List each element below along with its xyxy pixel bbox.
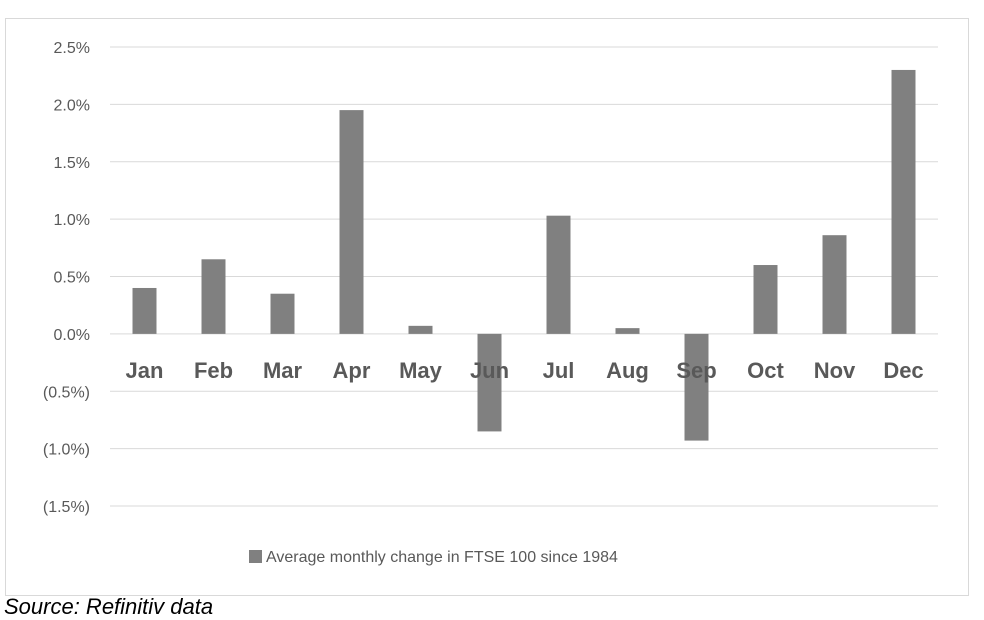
bar-jan: [132, 287, 157, 334]
bar-may: [408, 325, 433, 334]
bar-chart: 2.5% 2.0% 1.5% 1.0% 0.5% 0.0% (0.5%) (1.0%) (1.5…: [43, 40, 938, 566]
y-tick-label: 0.5%: [54, 270, 90, 287]
bar-aug: [615, 328, 640, 334]
legend-swatch: [249, 550, 262, 563]
bar-mar: [270, 293, 295, 334]
x-axis-category-labels: Jan Feb Mar Apr May Jun Jul Aug Sep Oct Nov Dec: [126, 358, 924, 383]
legend-label: Average monthly change in FTSE 100 since…: [266, 549, 618, 566]
bar-sep: [684, 333, 709, 441]
bar-apr: [339, 110, 364, 334]
bar-dec: [891, 69, 916, 334]
y-tick-label: (1.5%): [43, 499, 90, 516]
bar-nov: [822, 235, 847, 334]
x-tick-label-nov: Nov: [814, 358, 856, 383]
y-tick-label: 0.0%: [54, 327, 90, 344]
x-tick-label-feb: Feb: [194, 358, 233, 383]
y-tick-label: 1.0%: [54, 212, 90, 229]
legend: Average monthly change in FTSE 100 since…: [249, 549, 618, 566]
x-tick-label-may: May: [399, 358, 443, 383]
y-tick-label: (1.0%): [43, 442, 90, 459]
x-tick-label-mar: Mar: [263, 358, 303, 383]
y-tick-label: 2.0%: [54, 97, 90, 114]
chart-frame: [5, 18, 969, 596]
x-tick-label-sep: Sep: [676, 358, 716, 383]
y-tick-label: 2.5%: [54, 40, 90, 57]
x-tick-label-aug: Aug: [606, 358, 649, 383]
x-tick-label-jun: Jun: [470, 358, 509, 383]
bar-jul: [546, 215, 571, 334]
bars: [132, 69, 916, 441]
bar-jun: [477, 333, 502, 432]
x-tick-label-apr: Apr: [333, 358, 371, 383]
bar-feb: [201, 259, 226, 334]
y-tick-label: 1.5%: [54, 155, 90, 172]
x-tick-label-oct: Oct: [747, 358, 784, 383]
x-tick-label-dec: Dec: [883, 358, 923, 383]
y-axis-tick-labels: 2.5% 2.0% 1.5% 1.0% 0.5% 0.0% (0.5%) (1.0%) (1.5…: [43, 40, 90, 516]
x-tick-label-jan: Jan: [126, 358, 164, 383]
gridlines: [110, 46, 938, 507]
y-tick-label: (0.5%): [43, 384, 90, 401]
x-tick-label-jul: Jul: [543, 358, 575, 383]
bar-oct: [753, 265, 778, 334]
source-note: Source: Refinitiv data: [4, 594, 214, 619]
